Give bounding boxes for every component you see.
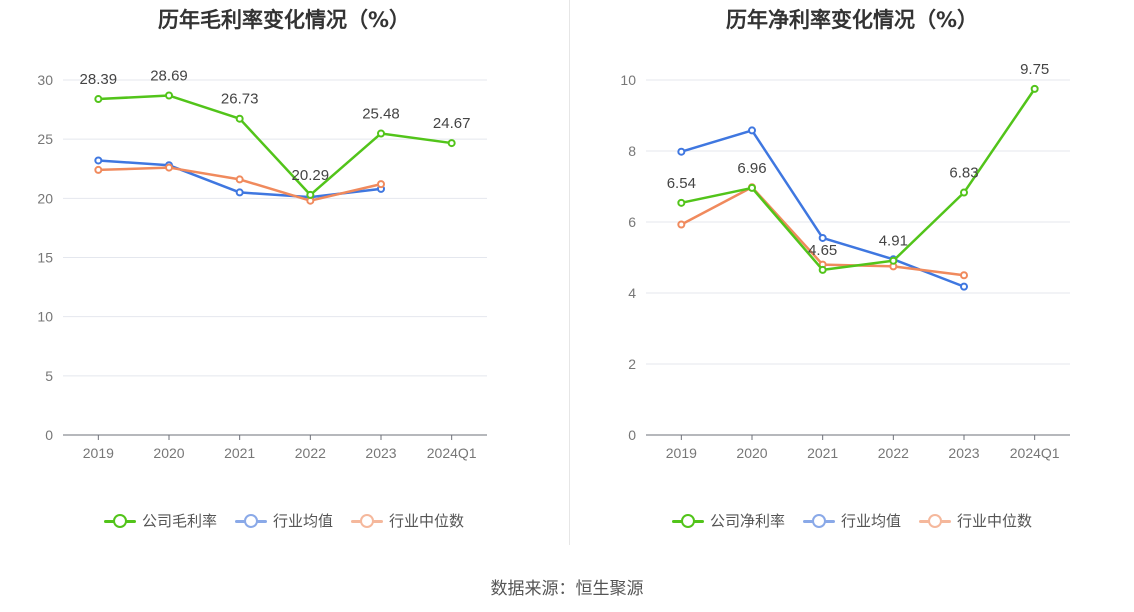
x-tick-label: 2019 (83, 445, 114, 461)
data-label: 26.73 (221, 91, 259, 108)
data-point (235, 188, 244, 197)
data-point (94, 95, 103, 104)
y-tick-label: 10 (37, 309, 53, 325)
data-point (235, 114, 244, 123)
data-point (306, 190, 315, 199)
legend-label: 公司净利率 (709, 512, 785, 530)
y-tick-label: 8 (628, 143, 636, 159)
y-tick-label: 20 (37, 190, 53, 206)
y-tick-label: 15 (37, 250, 53, 266)
data-point (677, 220, 686, 229)
y-tick-label: 2 (628, 356, 636, 372)
data-point (960, 188, 968, 197)
data-point (748, 183, 756, 192)
legend-item-industry-median[interactable]: 行业中位数 (351, 510, 464, 531)
x-tick-label: 2022 (878, 445, 909, 461)
data-label: 24.67 (433, 115, 471, 132)
chart-title: 历年净利率变化情况（%） (725, 8, 979, 32)
x-tick-label: 2020 (736, 445, 767, 461)
legend-line-marker-icon (671, 513, 704, 528)
gross-margin-chart-panel: 历年毛利率变化情况（%） 0 5 10 15 20 25 30 2019 2020 2021 202… (0, 0, 568, 560)
legend-item-industry-mean[interactable]: 行业均值 (234, 510, 333, 531)
x-tick-label: 2023 (365, 445, 396, 461)
net-margin-chart-panel: 历年净利率变化情况（%） 0 2 4 6 8 10 2019 2020 2021 2022 2023… (570, 0, 1134, 560)
legend-label: 行业均值 (840, 512, 901, 530)
gross-margin-chart: 0 5 10 15 20 25 30 2019 2020 2021 2022 2023 2024Q1 28… (37, 68, 487, 461)
data-point (94, 156, 103, 165)
data-label: 4.65 (808, 242, 837, 259)
data-label: 4.91 (879, 233, 908, 250)
data-point (1030, 84, 1039, 93)
data-label: 25.48 (362, 105, 400, 122)
data-point (677, 198, 686, 207)
chart-legend: 公司毛利率 行业均值 行业中位数 (0, 510, 568, 531)
data-point (447, 139, 456, 148)
data-point (165, 91, 173, 100)
panel-divider (569, 0, 570, 545)
y-tick-label: 5 (45, 368, 53, 384)
legend-line-marker-icon (351, 513, 383, 528)
legend-line-marker-icon (919, 513, 951, 528)
data-point (960, 271, 968, 280)
y-tick-label: 0 (628, 427, 636, 443)
data-point (748, 126, 756, 135)
x-tick-label: 2021 (224, 445, 255, 461)
legend-line-marker-icon (802, 513, 835, 528)
x-tick-label: 2024Q1 (427, 445, 477, 461)
series-line (681, 88, 1036, 272)
data-point (818, 233, 827, 242)
data-point (94, 165, 103, 174)
legend-line-marker-icon (103, 513, 136, 528)
data-label: 9.75 (1020, 61, 1049, 78)
data-source-note: 数据来源：恒生聚源 (490, 579, 644, 599)
y-tick-label: 0 (45, 427, 53, 443)
data-label: 28.69 (150, 68, 188, 85)
x-tick-label: 2019 (666, 445, 697, 461)
y-tick-label: 6 (628, 214, 636, 230)
y-tick-label: 30 (37, 72, 53, 88)
data-label: 20.29 (292, 167, 330, 184)
chart-legend: 公司净利率 行业均值 行业中位数 (570, 510, 1134, 531)
legend-item-company[interactable]: 公司毛利率 (103, 510, 217, 531)
y-tick-label: 4 (628, 285, 636, 301)
legend-label: 行业中位数 (389, 512, 465, 530)
data-point (165, 163, 173, 172)
data-point (960, 282, 968, 291)
x-tick-label: 2020 (153, 445, 184, 461)
legend-label: 行业中位数 (957, 512, 1033, 530)
legend-item-industry-mean[interactable]: 行业均值 (802, 510, 901, 531)
y-tick-label: 25 (37, 131, 53, 147)
x-tick-label: 2023 (948, 445, 979, 461)
data-point (818, 265, 827, 274)
legend-label: 行业均值 (272, 512, 333, 530)
x-tick-label: 2024Q1 (1010, 445, 1060, 461)
legend-item-industry-median[interactable]: 行业中位数 (919, 510, 1032, 531)
data-label: 6.83 (949, 165, 978, 182)
y-tick-label: 10 (620, 72, 636, 88)
series-line (98, 94, 452, 197)
data-point (889, 256, 898, 265)
data-point (377, 180, 385, 189)
chart-title: 历年毛利率变化情况（%） (157, 8, 411, 32)
legend-item-company[interactable]: 公司净利率 (671, 510, 785, 531)
x-tick-label: 2021 (807, 445, 838, 461)
data-point (377, 129, 385, 138)
data-label: 6.96 (737, 160, 766, 177)
data-label: 28.39 (80, 71, 118, 88)
net-margin-chart: 0 2 4 6 8 10 2019 2020 2021 2022 2023 2024Q1 6.54 6.9… (620, 61, 1070, 461)
data-point (235, 175, 244, 184)
data-label: 6.54 (667, 175, 696, 192)
legend-line-marker-icon (234, 513, 267, 528)
x-tick-label: 2022 (295, 445, 326, 461)
legend-label: 公司毛利率 (141, 512, 217, 530)
data-point (677, 147, 686, 156)
